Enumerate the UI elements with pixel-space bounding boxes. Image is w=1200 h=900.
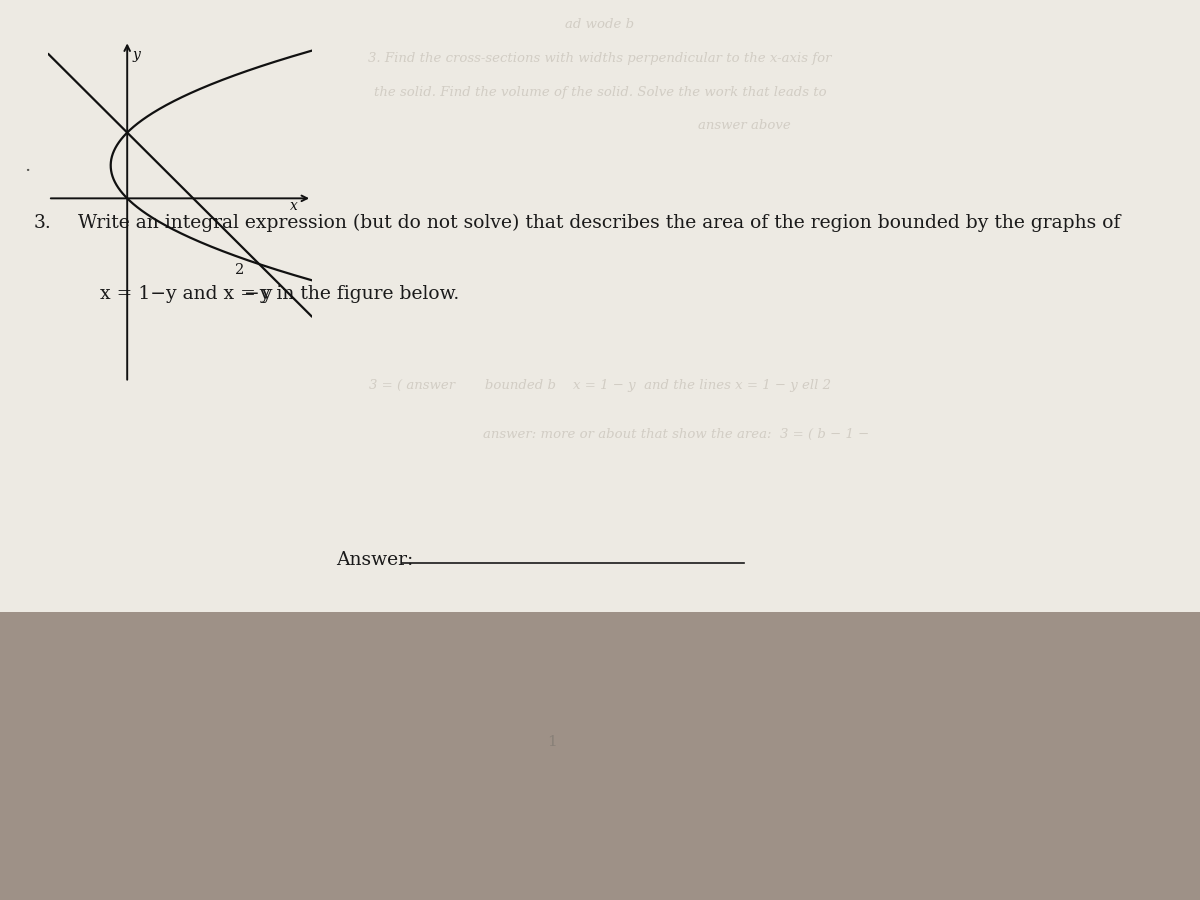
Text: x: x — [290, 199, 298, 213]
Text: −y in the figure below.: −y in the figure below. — [244, 284, 458, 302]
Text: 3. Find the cross-sections with widths perpendicular to the x-axis for: 3. Find the cross-sections with widths p… — [368, 52, 832, 65]
Text: Write an integral expression (but do not solve) that describes the area of the r: Write an integral expression (but do not… — [78, 214, 1121, 232]
Text: .: . — [24, 158, 30, 176]
Text: ad wode b: ad wode b — [565, 18, 635, 32]
Text: 3.: 3. — [34, 214, 52, 232]
Text: 1: 1 — [547, 734, 557, 749]
Text: 3 = ( answer       bounded b    x = 1 − y  and the lines x = 1 − y ell 2: 3 = ( answer bounded b x = 1 − y and the… — [370, 380, 830, 392]
Text: the solid. Find the volume of the solid. Solve the work that leads to: the solid. Find the volume of the solid.… — [373, 86, 827, 99]
Text: x = 1−y and x = y: x = 1−y and x = y — [100, 284, 272, 302]
Text: answer above: answer above — [409, 120, 791, 132]
Text: y: y — [132, 49, 140, 62]
Text: answer: more or about that show the area:  3 = ( b − 1 −: answer: more or about that show the area… — [330, 428, 870, 441]
Text: 2: 2 — [235, 263, 245, 277]
Text: Answer:: Answer: — [336, 551, 413, 569]
